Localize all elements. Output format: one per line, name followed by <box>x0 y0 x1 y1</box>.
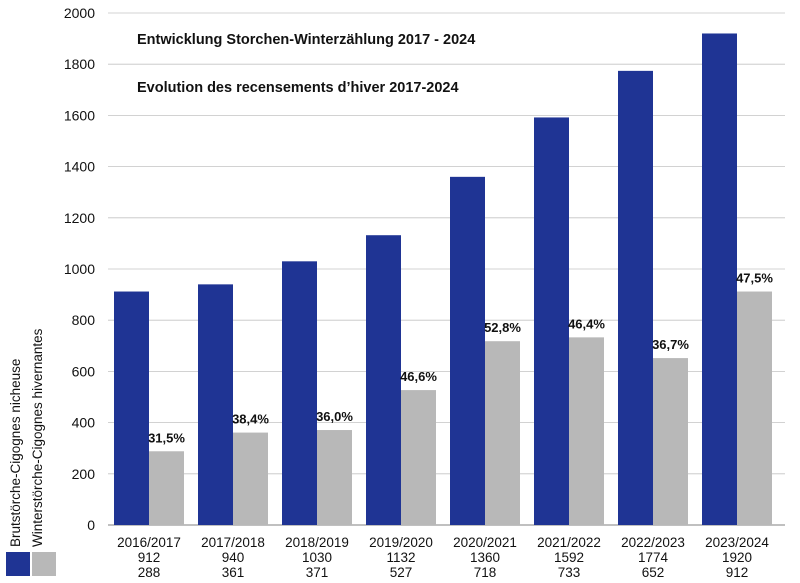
y-tick-label: 1800 <box>64 56 95 72</box>
chart-title: Entwicklung Storchen-Winterzählung 2017 … <box>137 32 475 48</box>
bar-wintering <box>485 341 520 525</box>
value-label-wintering: 718 <box>474 565 497 580</box>
percent-labels: 31,5% 38,4% 36,0% 46,6% 52,8% 46,4% 36,7% 47,5% <box>148 271 773 446</box>
legend-swatch-breeding <box>6 552 30 576</box>
category-label: 2017/2018 <box>201 535 265 550</box>
bar-wintering <box>401 390 436 525</box>
bar-wintering <box>149 451 184 525</box>
y-axis-ticks: 0 200 400 600 800 1000 1200 1400 1600 1800 2000 <box>64 5 95 533</box>
y-tick-label: 2000 <box>64 5 95 21</box>
bar-wintering <box>569 337 604 525</box>
percent-label: 46,4% <box>568 316 605 331</box>
value-label-wintering: 733 <box>558 565 581 580</box>
y-tick-label: 600 <box>72 363 96 379</box>
category-label: 2018/2019 <box>285 535 349 550</box>
percent-label: 36,7% <box>652 337 689 352</box>
category-label: 2016/2017 <box>117 535 181 550</box>
percent-label: 46,6% <box>400 369 437 384</box>
percent-label: 52,8% <box>484 320 521 335</box>
value-label-wintering: 371 <box>306 565 329 580</box>
value-label-breeding: 1774 <box>638 550 669 565</box>
category-label: 2021/2022 <box>537 535 601 550</box>
y-label-breeding: Brutstörche-Cigognes nicheuse <box>8 359 23 547</box>
category-label: 2019/2020 <box>369 535 433 550</box>
percent-label: 47,5% <box>736 271 773 286</box>
bar-breeding <box>366 235 401 525</box>
y-label-wintering: Winterstörche-Cigognes hivernantes <box>30 328 45 547</box>
value-label-breeding: 912 <box>138 550 161 565</box>
legend-swatch-wintering <box>32 552 56 576</box>
y-tick-label: 0 <box>87 517 95 533</box>
category-labels: 2016/20179122882017/20189403612018/20191… <box>117 535 769 580</box>
value-label-wintering: 288 <box>138 565 161 580</box>
category-label: 2022/2023 <box>621 535 685 550</box>
percent-label: 36,0% <box>316 409 353 424</box>
bars <box>114 33 772 525</box>
bar-breeding <box>282 261 317 525</box>
bar-wintering <box>317 430 352 525</box>
value-label-breeding: 1030 <box>302 550 332 565</box>
chart-subtitle: Evolution des recensements d’hiver 2017-… <box>137 80 459 96</box>
y-tick-label: 1600 <box>64 107 95 123</box>
y-tick-label: 800 <box>72 312 96 328</box>
bar-breeding <box>702 33 737 525</box>
value-label-breeding: 1920 <box>722 550 752 565</box>
value-label-wintering: 527 <box>390 565 413 580</box>
bar-breeding <box>534 117 569 525</box>
value-label-wintering: 361 <box>222 565 245 580</box>
bar-wintering <box>653 358 688 525</box>
category-label: 2020/2021 <box>453 535 517 550</box>
category-label: 2023/2024 <box>705 535 769 550</box>
value-label-wintering: 652 <box>642 565 665 580</box>
value-label-breeding: 1592 <box>554 550 584 565</box>
y-tick-label: 1200 <box>64 210 95 226</box>
y-tick-label: 400 <box>72 415 96 431</box>
percent-label: 38,4% <box>232 412 269 427</box>
bar-breeding <box>618 70 653 525</box>
y-tick-label: 200 <box>72 466 96 482</box>
value-label-breeding: 940 <box>222 550 245 565</box>
y-tick-label: 1400 <box>64 159 95 175</box>
value-label-wintering: 912 <box>726 565 749 580</box>
bar-wintering <box>737 291 772 525</box>
value-label-breeding: 1360 <box>470 550 500 565</box>
bar-breeding <box>198 284 233 525</box>
y-tick-label: 1000 <box>64 261 95 277</box>
bar-wintering <box>233 432 268 525</box>
percent-label: 31,5% <box>148 430 185 445</box>
bar-breeding <box>450 176 485 525</box>
bar-breeding <box>114 291 149 525</box>
value-label-breeding: 1132 <box>386 550 415 565</box>
